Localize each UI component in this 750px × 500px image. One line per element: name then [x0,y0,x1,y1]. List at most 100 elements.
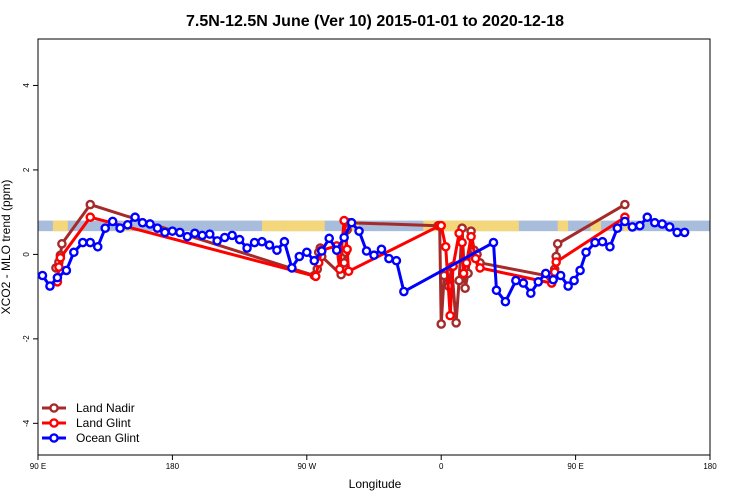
data-point [369,250,379,261]
data-point [324,233,335,244]
data-point [152,223,163,234]
data-point [309,255,320,266]
chart-title: 7.5N-12.5N June (Ver 10) 2015-01-01 to 2… [186,13,564,30]
x-tick-label: 180 [703,462,717,471]
data-point [454,275,464,286]
y-axis: -4 -2 0 2 4 [22,83,38,427]
data-point [555,270,566,281]
legend-label: Land Glint [76,416,131,430]
data-point [197,230,208,241]
data-point [548,274,559,285]
data-point [457,237,467,248]
series-line [55,215,626,318]
x-tick-label: 180 [166,462,180,471]
y-tick-label: 0 [22,252,31,257]
x-axis: 90 E 180 90 W 0 90 E 180 [30,455,717,471]
data-point [511,275,521,286]
y-tick-label: -4 [22,419,31,427]
data-point [272,245,282,255]
data-point [620,216,630,227]
data-point [445,310,455,321]
land-segment [423,220,519,232]
land-segment [52,220,68,232]
data-point [597,236,608,247]
legend-item: Land Glint [42,416,131,430]
legend-marker [49,433,59,443]
data-point [167,226,178,236]
data-point [78,237,88,248]
data-point [219,232,230,243]
data-point [57,239,67,249]
data-point [37,270,48,281]
data-point [310,271,321,282]
legend-item: Ocean Glint [42,431,140,445]
data-point [343,266,354,277]
data-point [642,212,653,223]
data-point [533,277,544,287]
y-tick-label: -2 [22,335,31,343]
data-point [204,229,215,239]
data-point [342,244,352,255]
data-point [475,263,485,273]
data-point [605,241,615,252]
data-point [130,212,140,223]
data-point [234,234,245,245]
data-point [264,240,275,250]
data-point [69,247,79,258]
x-tick-label: 90 W [297,462,316,471]
data-point [100,223,110,234]
data-point [491,285,502,296]
data-point [563,281,573,291]
data-point [672,227,682,238]
data-point [316,246,327,256]
land-segment [284,220,325,232]
data-point [399,286,409,297]
data-point [627,222,638,232]
data-point [590,237,600,248]
data-point [175,227,185,238]
data-point [45,281,55,291]
legend-marker [49,403,59,413]
legend-marker [49,418,59,428]
legend-label: Land Nadir [76,401,135,415]
data-point [294,251,305,262]
legend-label: Ocean Glint [76,431,140,445]
data-point [612,223,623,234]
data-point [346,217,357,228]
data-point [145,219,155,229]
data-point [575,265,585,276]
data-point [620,199,630,210]
plot-frame [37,38,711,456]
data-point [635,220,645,231]
data-point [61,265,72,276]
x-tick-label: 90 E [30,462,46,471]
land-segment [590,220,601,232]
data-point [301,247,312,258]
data-point [526,288,536,299]
data-point [500,296,511,307]
data-point [391,255,402,266]
data-point [55,252,66,263]
data-point [137,217,148,228]
data-point [249,237,260,248]
x-tick-label: 0 [439,462,444,471]
x-tick-label: 90 E [567,462,583,471]
data-point [339,232,349,243]
data-point [461,258,472,268]
data-point [518,278,529,288]
data-point [92,241,103,252]
data-point [107,216,118,227]
data-point [85,199,96,210]
data-point [376,244,387,255]
data-point [227,230,237,241]
data-point [551,257,561,267]
legend-item: Land Nadir [42,401,135,415]
data-point [287,263,297,273]
data-point [436,319,447,329]
data-point [458,268,469,279]
y-axis-label: XCO2 - MLO trend (ppm) [0,180,13,315]
series-ocean-glint [37,212,690,307]
data-point [664,222,675,232]
data-point [189,228,200,239]
